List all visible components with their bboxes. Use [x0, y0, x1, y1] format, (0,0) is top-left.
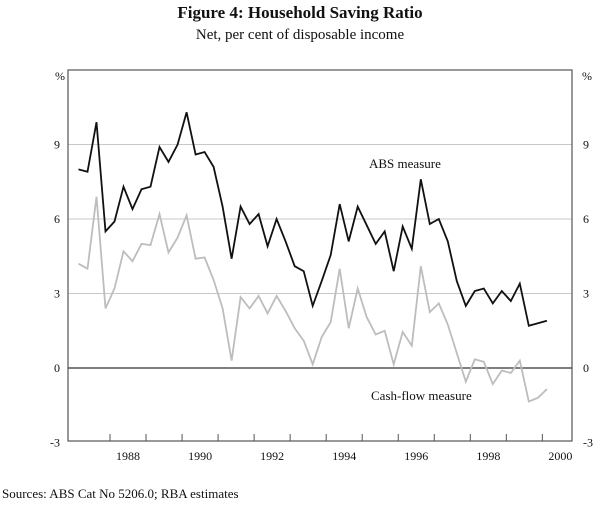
series-line-cash-flow-measure — [79, 197, 547, 402]
y-tick-label-left: 0 — [54, 361, 60, 375]
y-tick-label-right: 3 — [583, 287, 589, 301]
gridlines — [68, 145, 572, 368]
x-tick-label: 1988 — [116, 449, 140, 463]
x-tick-label: 1990 — [188, 449, 212, 463]
x-tick-label: 1994 — [332, 449, 356, 463]
chart-title: Figure 4: Household Saving Ratio — [177, 3, 422, 22]
x-tick-label: 1998 — [476, 449, 500, 463]
series-label-abs: ABS measure — [369, 156, 441, 171]
y-tick-label-right: 0 — [583, 361, 589, 375]
y-tick-label-right: 6 — [583, 212, 589, 226]
x-tick-label: 1996 — [404, 449, 428, 463]
source-note: Sources: ABS Cat No 5206.0; RBA estimate… — [2, 486, 239, 501]
x-ticks: 1988 1990 1992 1994 1996 1998 2000 — [110, 434, 572, 463]
y-tick-label-left: 3 — [54, 287, 60, 301]
y-unit-left: % — [55, 69, 65, 83]
y-unit-right: % — [582, 69, 592, 83]
y-tick-label-right: 9 — [583, 138, 589, 152]
x-tick-label: 1992 — [260, 449, 284, 463]
chart-subtitle: Net, per cent of disposable income — [196, 27, 405, 43]
y-tick-label-left: -3 — [50, 435, 60, 449]
y-tick-label-left: 9 — [54, 138, 60, 152]
x-tick-label: 2000 — [548, 449, 572, 463]
series-label-cashflow: Cash-flow measure — [371, 388, 472, 403]
plot-frame — [68, 70, 572, 441]
y-tick-label-right: -3 — [583, 435, 593, 449]
series-lines — [78, 112, 546, 401]
y-tick-label-left: 6 — [54, 212, 60, 226]
